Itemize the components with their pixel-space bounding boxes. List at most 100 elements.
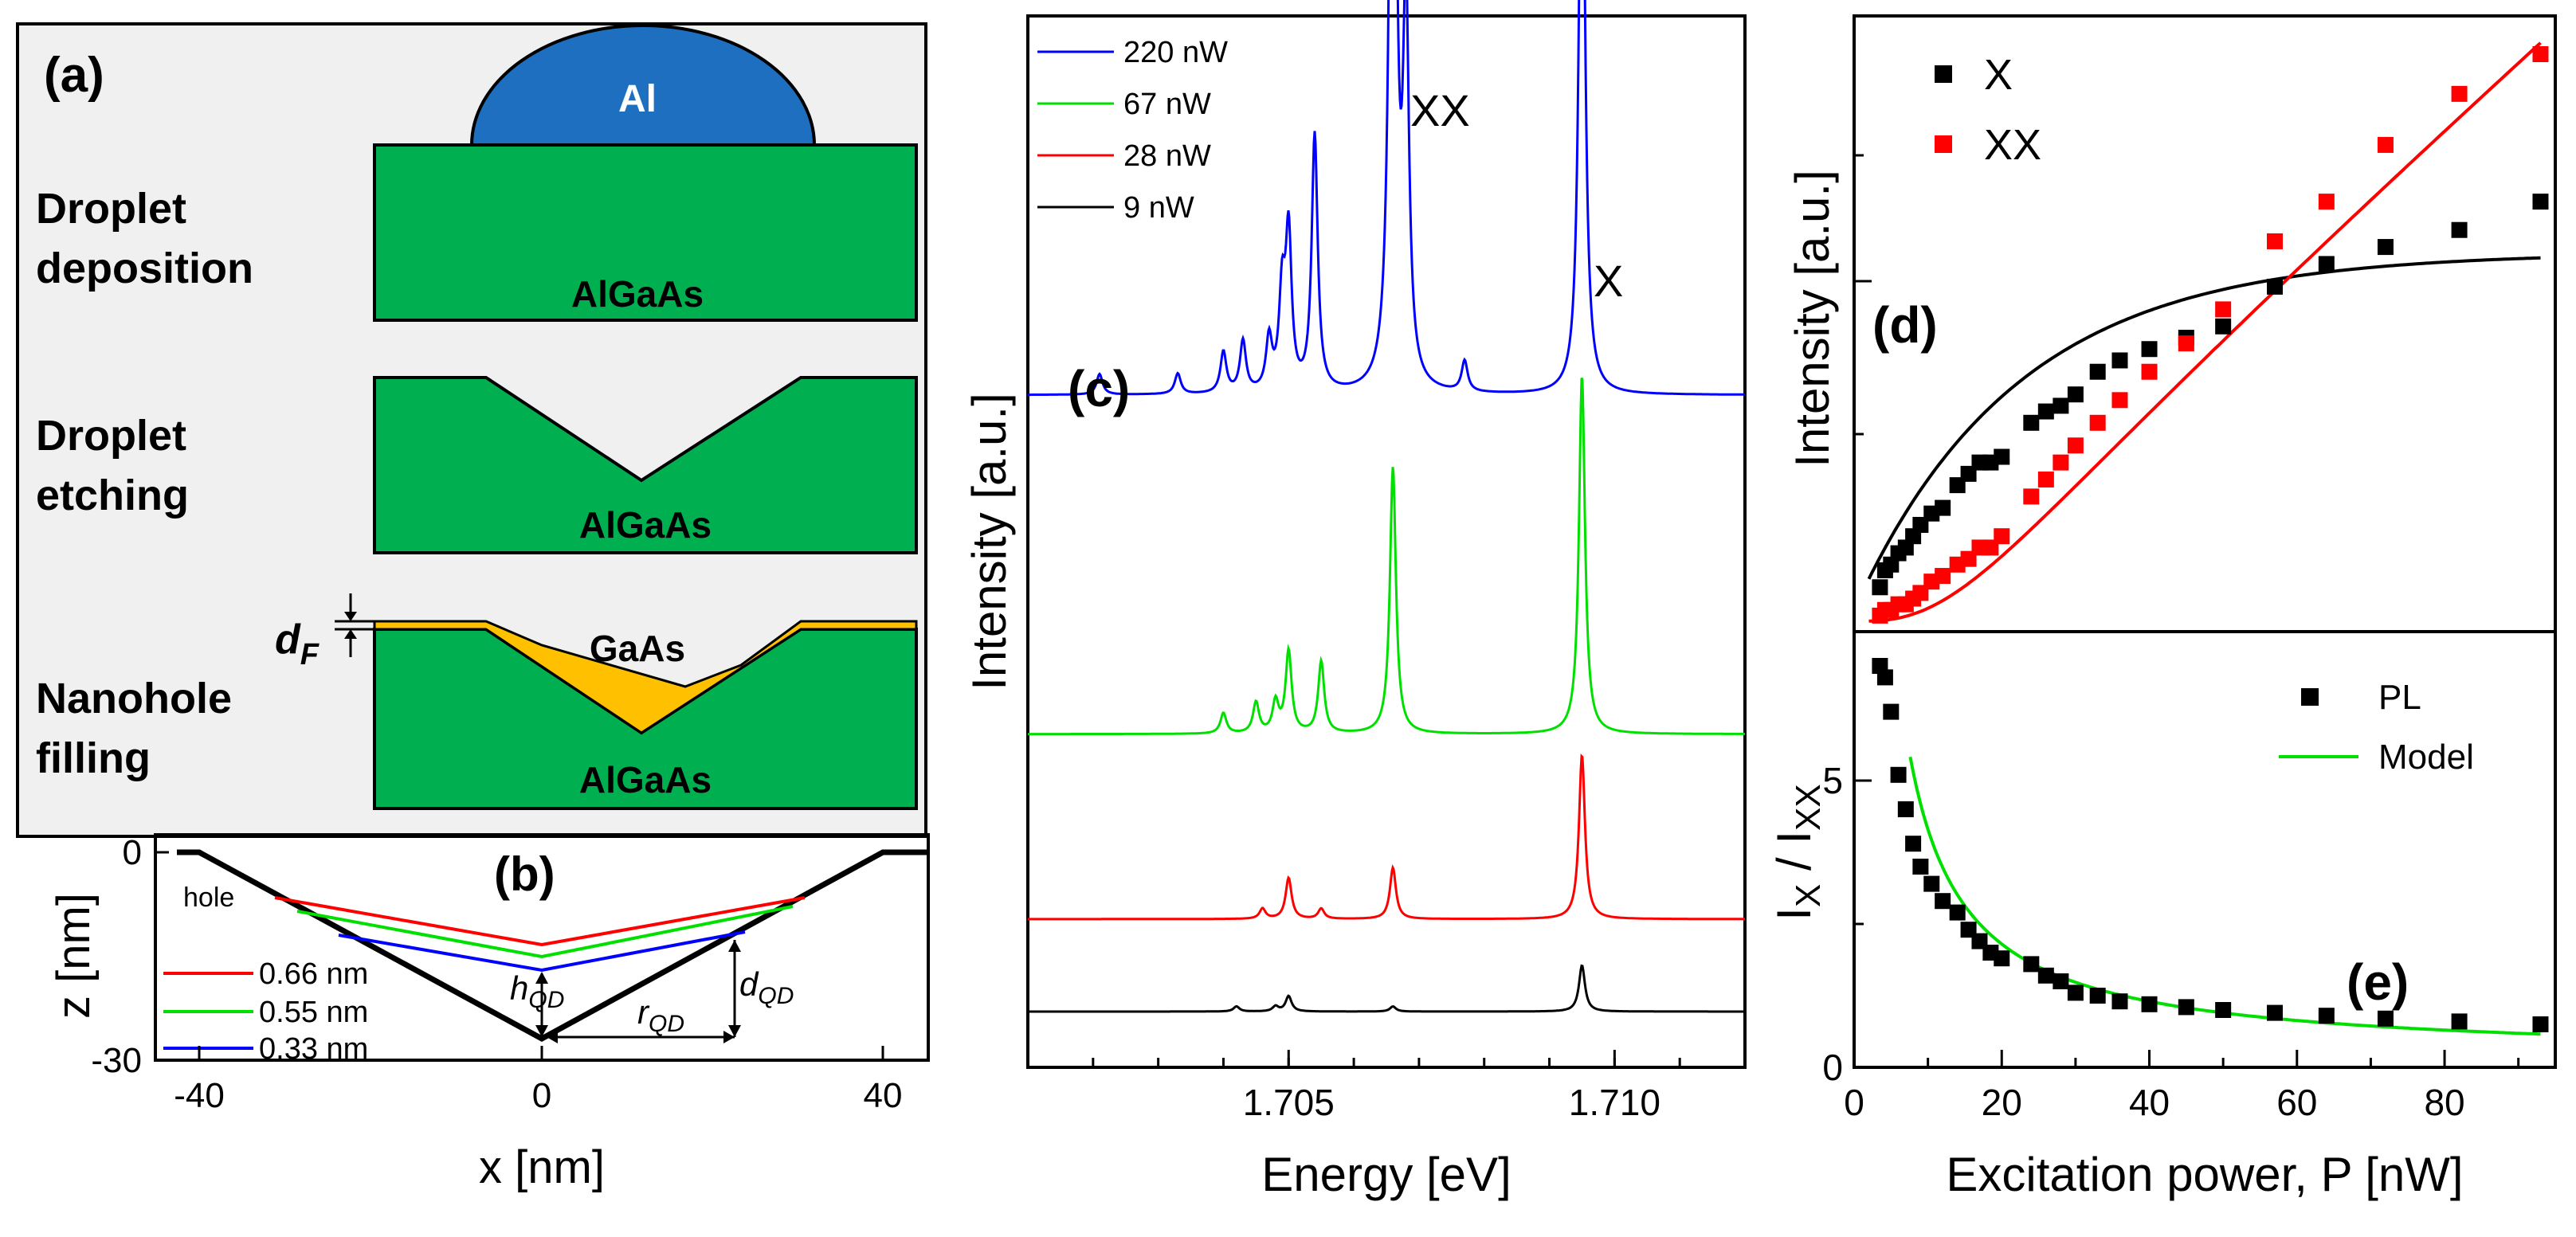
pl-data-point [2111, 993, 2128, 1010]
pl-data-point [2215, 1002, 2232, 1018]
x-data-point [2377, 239, 2394, 256]
e-legend-pl: PL [2378, 678, 2421, 717]
pl-data-point [1897, 801, 1914, 817]
pl-data-point [1935, 893, 1951, 910]
pl-data-point [2037, 967, 2054, 984]
pl-data-point [1876, 669, 1893, 686]
pl-data-point [1949, 904, 1966, 921]
xx-data-point [2532, 46, 2549, 62]
pl-data-point [2318, 1008, 2335, 1024]
panel-b-legend: 0.66 nm 0.55 nm 0.33 nm [163, 957, 368, 1066]
substrate-label-1: AlGaAs [571, 273, 704, 315]
step-deposition-line2: deposition [36, 245, 253, 292]
x-data-point [2318, 256, 2335, 272]
c-xtick-label: 1.710 [1569, 1082, 1660, 1123]
dimension-arrows [535, 940, 741, 1043]
pl-data-point [1923, 875, 1940, 892]
spectrum-28-nW [1028, 754, 1745, 921]
xx-peak-label: XX [1410, 85, 1470, 135]
e-ytick-label: 0 [1822, 1047, 1843, 1088]
xx-data-point [2215, 301, 2232, 318]
substrate-deposition [373, 143, 918, 322]
pl-data-point [1912, 859, 1929, 875]
x-peak-label: X [1594, 256, 1623, 306]
spectrum-9-nW [1028, 964, 1745, 1013]
d-legend-xx-marker [1935, 135, 1952, 153]
pl-data-point [2267, 1004, 2283, 1021]
b-xlabel: x [nm] [479, 1141, 605, 1193]
x-data-point [2111, 352, 2128, 369]
xx-fit-line [1868, 41, 2542, 623]
panel-a: (a) Al AlGaAs Droplet deposition AlGaAs … [16, 22, 927, 838]
e-xlabel: Excitation power, P [nW] [1946, 1148, 2463, 1201]
pl-data-point [2053, 973, 2069, 989]
spectra-traces [1028, 0, 1745, 1013]
x-data-point [2053, 397, 2069, 414]
step-etching-line2: etching [36, 472, 189, 519]
c-legend-28: 28 nW [1123, 139, 1211, 173]
pl-data-point [2089, 988, 2106, 1004]
e-ylabel: IX / IXX [1767, 784, 1828, 920]
panel-e-label: (e) [2347, 953, 2409, 1011]
x-data-point [1872, 579, 1888, 596]
substrate-etching [373, 376, 918, 554]
xx-data-point [2318, 194, 2335, 210]
xx-data-point [2037, 472, 2054, 487]
profile-033 [338, 930, 746, 973]
xx-data-point [2141, 363, 2158, 380]
hole-profile [177, 849, 928, 1042]
pl-data-point [2451, 1013, 2468, 1030]
b-xtick-1: 0 [532, 1076, 551, 1115]
xx-data-point [2089, 414, 2106, 431]
spectrum-220-nW [1028, 0, 1745, 397]
xx-data-point [2053, 454, 2069, 471]
panel-c-ticks: 1.705 1.710 [1092, 1050, 1681, 1123]
xx-data-point [1935, 568, 1951, 585]
x-data-point [2141, 341, 2158, 358]
c-xlabel: Energy [eV] [1261, 1148, 1511, 1201]
c-legend-9: 9 nW [1123, 191, 1194, 225]
panel-c-legend: 220 nW 67 nW 28 nW 9 nW [1037, 36, 1228, 225]
panel-c: (c) XX X 220 nW 67 nW 28 nW 9 nW 1.705 1.… [963, 0, 1747, 1201]
model-curve [1908, 756, 2541, 1036]
x-data-point [1994, 448, 2010, 465]
profile-055 [296, 905, 794, 959]
c-legend-220: 220 nW [1123, 36, 1228, 69]
c-legend-67: 67 nW [1123, 88, 1211, 121]
panel-e-plot [1872, 658, 2549, 1036]
substrate-label-2: AlGaAs [579, 504, 712, 546]
panel-c-label: (c) [1068, 360, 1130, 417]
pl-data-point [2067, 985, 2084, 1001]
pl-data-point [1994, 950, 2010, 967]
d-legend-x-marker [1935, 65, 1952, 83]
xx-data-point [1994, 528, 2010, 545]
panel-b-label: (b) [494, 848, 555, 901]
substrate-label-3: AlGaAs [579, 759, 712, 801]
panel-d-label: (d) [1872, 296, 1938, 354]
pl-data-point [2377, 1010, 2394, 1027]
d-legend-xx: XX [1984, 121, 2041, 169]
xx-data-point [2111, 392, 2128, 409]
profile-066 [274, 896, 806, 947]
panel-c-frame [1026, 14, 1747, 1069]
e-xtick-label: 20 [1982, 1082, 2022, 1123]
legend-066: 0.66 nm [259, 957, 368, 991]
panel-de-frame [1853, 14, 2557, 1069]
gaas-label: GaAs [590, 628, 685, 669]
e-xtick-label: 40 [2129, 1082, 2170, 1123]
x-data-point [2532, 194, 2549, 210]
legend-033: 0.33 nm [259, 1032, 368, 1066]
spectrum-67-nW [1028, 377, 1745, 736]
x-data-point [2451, 221, 2468, 238]
e-legend-pl-marker [2301, 688, 2319, 706]
x-data-point [2089, 363, 2106, 380]
hole-label: hole [183, 883, 234, 913]
panel-d-plot [1867, 41, 2549, 624]
b-xtick-0: -40 [174, 1076, 225, 1115]
legend-055: 0.55 nm [259, 996, 368, 1029]
e-xtick-label: 0 [1844, 1082, 1864, 1123]
xx-data-point [2067, 437, 2084, 454]
d-qd-label: dQD [739, 965, 794, 1009]
step-filling-line2: filling [36, 734, 151, 782]
